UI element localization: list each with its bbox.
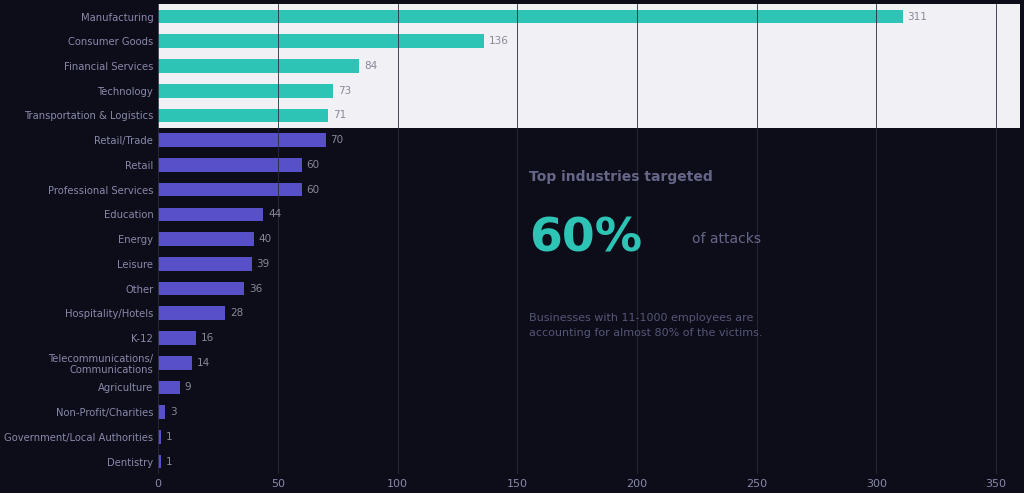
Bar	[158, 10, 902, 23]
Bar	[158, 257, 252, 271]
Bar	[158, 307, 225, 320]
Text: Top industries targeted: Top industries targeted	[529, 170, 713, 184]
Text: 84: 84	[364, 61, 377, 71]
Bar	[158, 455, 161, 468]
Text: 39: 39	[256, 259, 269, 269]
Text: 71: 71	[333, 110, 346, 120]
Text: 136: 136	[488, 36, 508, 46]
Bar	[158, 405, 165, 419]
Bar	[158, 331, 197, 345]
Bar	[158, 4, 1020, 128]
Text: of attacks: of attacks	[692, 232, 761, 246]
Bar	[158, 84, 333, 98]
Bar	[158, 381, 179, 394]
Text: 16: 16	[202, 333, 214, 343]
Text: 40: 40	[259, 234, 271, 244]
Text: Businesses with 11-1000 employees are
accounting for almost 80% of the victims.: Businesses with 11-1000 employees are ac…	[529, 313, 763, 338]
Text: 9: 9	[184, 383, 191, 392]
Bar	[158, 183, 302, 196]
Text: 311: 311	[907, 11, 927, 22]
Bar	[158, 430, 161, 444]
Text: 70: 70	[331, 135, 344, 145]
Text: 1: 1	[165, 457, 172, 466]
Bar	[158, 158, 302, 172]
Text: 60: 60	[306, 184, 319, 195]
Bar	[158, 134, 326, 147]
Text: 1: 1	[165, 432, 172, 442]
Text: 44: 44	[268, 210, 282, 219]
Bar	[158, 108, 328, 122]
Bar	[158, 59, 359, 73]
Bar	[158, 356, 191, 369]
Text: 60%: 60%	[529, 216, 642, 262]
Bar	[158, 232, 254, 246]
Text: 60: 60	[306, 160, 319, 170]
Text: 36: 36	[249, 283, 262, 293]
Text: 28: 28	[230, 308, 244, 318]
Text: 3: 3	[170, 407, 177, 417]
Text: 73: 73	[338, 86, 351, 96]
Text: 14: 14	[197, 358, 210, 368]
Bar	[158, 208, 263, 221]
Bar	[158, 282, 245, 295]
Bar	[158, 35, 483, 48]
